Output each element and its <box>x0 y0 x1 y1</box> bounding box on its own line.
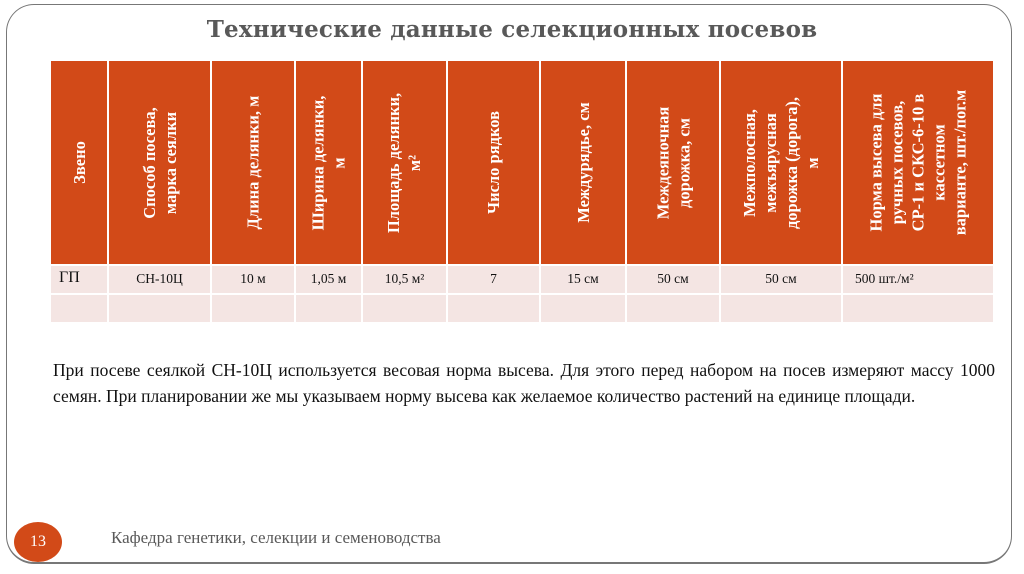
table-cell-plot-path <box>627 295 719 322</box>
table-cell-strip-path: 50 см <box>721 266 841 293</box>
table-cell-rows-count: 7 <box>448 266 539 293</box>
table-cell-method: СН-10Ц <box>109 266 210 293</box>
table-cell-zveno <box>51 295 107 322</box>
page-number-badge: 13 <box>14 522 62 562</box>
slide-title: Технические данные селекционных посевов <box>206 16 818 43</box>
header-line: СР-1 и СКС-6-10 в <box>908 93 928 232</box>
table-cell-method <box>109 295 210 322</box>
table-cell-length: 10 м <box>212 266 294 293</box>
table-cell-seeding-rate: 500 шт./м² <box>843 266 993 293</box>
header-line: Ширина делянки, <box>308 95 328 230</box>
header-line: м <box>803 156 822 169</box>
header-row-spacing: Междурядье, см <box>541 61 625 264</box>
header-width: Ширина делянки, м <box>296 61 361 264</box>
header-line: варианте, шт./пог.м <box>950 89 970 236</box>
header-zveno: Звено <box>51 61 107 264</box>
table-cell-row-spacing <box>541 295 625 322</box>
table-cell-area <box>363 295 446 322</box>
header-line: ручных посевов, <box>887 100 907 225</box>
footer-department: Кафедра генетики, селекции и семеноводст… <box>111 528 441 547</box>
header-plot-path: Междеяночная дорожка, см <box>627 61 719 264</box>
header-length: Длина делянки, м <box>212 61 294 264</box>
header-method: Способ посева, марка сеялки <box>109 61 210 264</box>
table-cell-seeding-rate <box>843 295 993 322</box>
header-line: Межполосная, <box>740 108 759 217</box>
header-line: Число рядков <box>484 110 503 215</box>
header-line: межъярусная <box>761 112 780 213</box>
description-paragraph: При посеве сеялкой СН-10Ц используется в… <box>53 360 995 406</box>
header-seeding-rate: Норма высева для ручных посевов, СР-1 и СК… <box>843 61 993 264</box>
table-cell-rows-count <box>448 295 539 322</box>
table-cell-width <box>296 295 361 322</box>
header-area: Площадь делянки, м² <box>363 61 446 264</box>
header-line: дорожка, см <box>674 117 693 208</box>
header-line: м <box>329 156 349 169</box>
table-cell-strip-path <box>721 295 841 322</box>
table-cell-area: 10,5 м² <box>363 266 446 293</box>
header-line: Междеяночная <box>653 106 672 219</box>
header-line: дорожка (дорога), <box>782 96 801 229</box>
header-line: Звено <box>69 141 89 184</box>
header-line: Длина делянки, м <box>243 95 263 230</box>
header-line: марка сеялки <box>160 111 180 214</box>
header-line: Площадь делянки, <box>384 92 404 233</box>
slide-frame <box>6 4 1012 564</box>
header-line: Способ посева, <box>139 106 159 219</box>
table-cell-length <box>212 295 294 322</box>
header-strip-path: Межполосная, межъярусная дорожка (дорога),… <box>721 61 841 264</box>
header-rows-count: Число рядков <box>448 61 539 264</box>
header-line: Междурядье, см <box>573 102 593 223</box>
header-line: м² <box>405 154 425 171</box>
table-cell-row-spacing: 15 см <box>541 266 625 293</box>
table-cell-plot-path: 50 см <box>627 266 719 293</box>
table-cell-zveno: ГП <box>51 266 107 293</box>
table-cell-width: 1,05 м <box>296 266 361 293</box>
header-line: Норма высева для <box>866 93 886 232</box>
header-line: кассетном <box>929 124 949 201</box>
